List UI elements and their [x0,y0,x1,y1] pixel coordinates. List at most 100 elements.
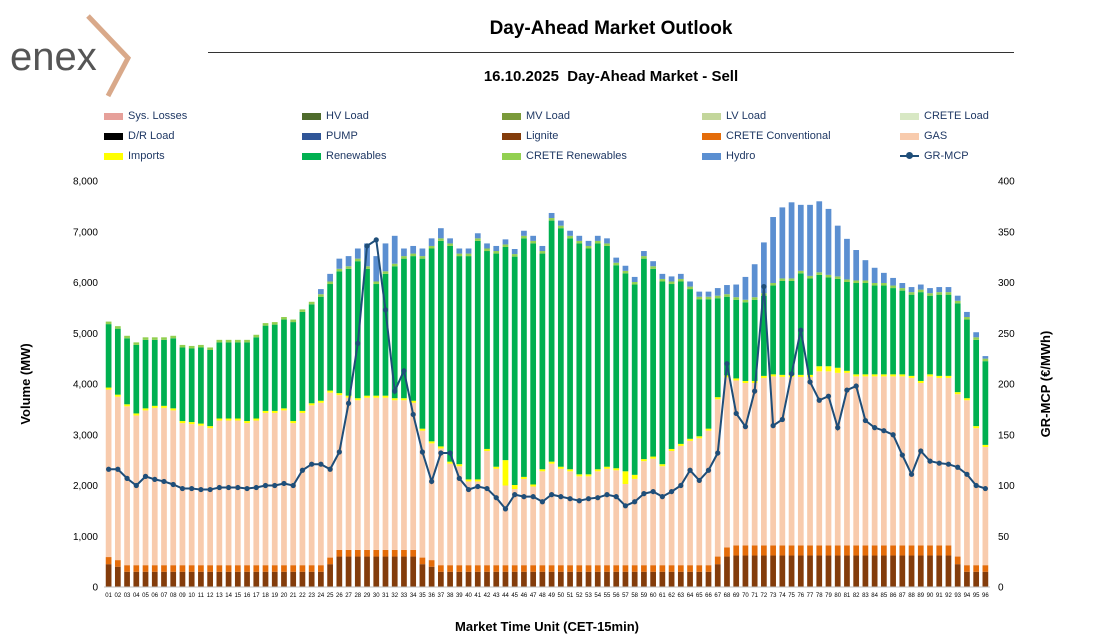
x-tick-label: 82 [853,593,860,599]
bar-crete-renewables [917,289,924,293]
bar-hydro [834,225,841,277]
bar-hydro [927,288,933,294]
bar-hydro [327,273,333,282]
gr-mcp-point [392,388,398,394]
bar-lignite [244,571,250,587]
bar-lignite [502,571,509,587]
bar-gas [170,410,177,566]
bar-imports [557,466,564,469]
bar-crete-conventional [770,545,776,556]
gr-mcp-point [899,452,905,458]
bar-gas [234,420,241,566]
x-tick-label: 20 [281,593,288,599]
bar-gas [484,450,490,566]
bar-renewables [225,342,232,419]
x-tick-label: 07 [161,593,168,599]
bar-gas [308,405,315,566]
bar-imports [216,418,223,421]
legend-item-pump: PUMP [302,130,358,142]
x-tick-label: 42 [484,593,491,599]
bar-imports [816,366,823,372]
gr-mcp-point [290,482,296,489]
gr-mcp-point [299,467,306,473]
x-tick-label: 18 [262,593,269,599]
bar-lignite [604,571,610,587]
x-tick-label: 46 [521,593,528,599]
bar-gas [668,450,675,566]
bar-renewables [761,295,767,376]
bar-hydro [761,242,767,294]
legend-swatch [702,132,721,140]
bar-crete-renewables [474,238,481,241]
bar-imports [124,404,130,407]
bar-crete-conventional [281,565,287,572]
bar-gas [964,400,970,566]
bar-hydro [982,356,989,359]
bar-hydro [345,256,352,267]
gr-mcp-point [336,449,342,455]
bar-lignite [797,555,804,587]
y-tick-label: 0 [92,583,98,594]
x-tick-label: 77 [807,593,814,599]
bar-crete-renewables [114,326,121,329]
x-tick-label: 13 [216,593,223,599]
bar-renewables [816,274,823,367]
legend-label: GAS [924,130,948,142]
bar-lignite [188,571,195,587]
gr-mcp-point [890,432,896,438]
bar-crete-renewables [613,262,620,266]
bar-hydro [641,251,647,257]
bar-gas [401,400,407,550]
x-tick-label: 36 [428,593,435,599]
bar-gas [677,445,684,566]
legend-item-renewables: Renewables [302,150,387,162]
gr-mcp-point [225,484,232,491]
legend-label: CRETE Conventional [726,130,831,142]
y2-tick-label: 250 [998,329,1015,340]
bar-imports [881,374,887,377]
x-tick-label: 78 [816,593,823,599]
bar-renewables [788,280,795,375]
bar-renewables [733,299,740,379]
gr-mcp-point [502,506,509,512]
bar-crete-renewables [410,253,417,257]
bar-imports [631,474,638,479]
bar-gas [788,376,795,546]
bar-crete-conventional [474,565,481,572]
bar-crete-renewables [539,251,546,254]
bar-gas [779,376,786,546]
bar-crete-conventional [308,565,315,572]
bar-renewables [170,338,177,409]
bar-renewables [336,271,343,394]
bar-lignite [327,564,333,587]
bar-crete-conventional [161,565,167,572]
bar-imports [161,405,167,408]
bar-crete-conventional [834,545,841,556]
bar-hydro [733,284,740,298]
gr-mcp-point [179,485,186,492]
bar-renewables [271,324,278,411]
bar-renewables [262,325,269,411]
gr-mcp-point [558,494,564,500]
gr-mcp-point [493,495,499,501]
bar-renewables [428,248,435,442]
x-tick-label: 63 [677,593,684,599]
bar-imports [927,374,933,377]
bar-gas [973,428,980,566]
bar-crete-conventional [262,565,269,572]
bar-gas [733,380,740,546]
bar-lignite [982,571,989,587]
bar-crete-conventional [484,565,490,572]
bar-gas [318,402,324,566]
x-tick-label: 10 [188,593,195,599]
bar-renewables [834,278,841,368]
gr-mcp-point [512,492,518,498]
bar-lignite [308,571,315,587]
bar-crete-conventional [816,545,823,556]
bar-renewables [890,288,896,375]
page-title: Day-Ahead Market Outlook [489,18,733,39]
bar-renewables [465,256,472,480]
x-tick-label: 89 [917,593,924,599]
bar-crete-renewables [641,256,647,259]
legend-label: MV Load [526,110,571,122]
